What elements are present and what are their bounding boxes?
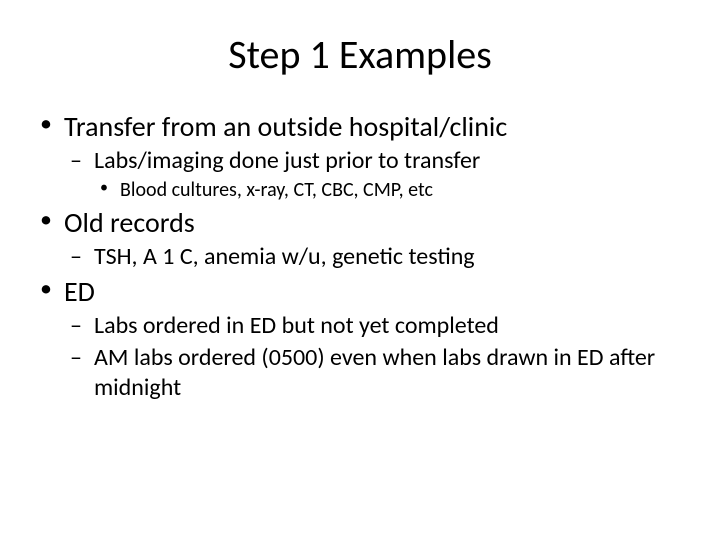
bullet-level2: AM labs ordered (0500) even when labs dr… [64,343,690,403]
bullet-text: Transfer from an outside hospital/clinic [64,109,507,144]
bullet-level2: TSH, A 1 C, anemia w/u, genetic testing [64,242,690,272]
bullet-level2: Labs ordered in ED but not yet completed [64,311,690,341]
bullet-level1: ED Labs ordered in ED but not yet comple… [30,274,690,403]
bullet-text: TSH, A 1 C, anemia w/u, genetic testing [94,242,475,271]
bullet-text: Labs ordered in ED but not yet completed [94,311,499,340]
bullet-sublist: Blood cultures, x-ray, CT, CBC, CMP, etc [94,178,690,203]
bullet-text: Labs/imaging done just prior to transfer [94,146,480,175]
bullet-sublist: Labs ordered in ED but not yet completed… [64,311,690,403]
bullet-sublist: Labs/imaging done just prior to transfer… [64,146,690,203]
bullet-level3: Blood cultures, x-ray, CT, CBC, CMP, etc [94,178,690,203]
slide: Step 1 Examples Transfer from an outside… [0,0,720,540]
bullet-text: ED [64,274,95,309]
bullet-text: AM labs ordered (0500) even when labs dr… [94,343,655,402]
bullet-level2: Labs/imaging done just prior to transfer… [64,146,690,203]
bullet-level1: Transfer from an outside hospital/clinic… [30,109,690,203]
slide-title: Step 1 Examples [30,30,690,79]
bullet-text: Blood cultures, x-ray, CT, CBC, CMP, etc [120,178,433,202]
bullet-sublist: TSH, A 1 C, anemia w/u, genetic testing [64,242,690,272]
bullet-list: Transfer from an outside hospital/clinic… [30,109,690,403]
bullet-text: Old records [64,205,195,240]
bullet-level1: Old records TSH, A 1 C, anemia w/u, gene… [30,205,690,272]
